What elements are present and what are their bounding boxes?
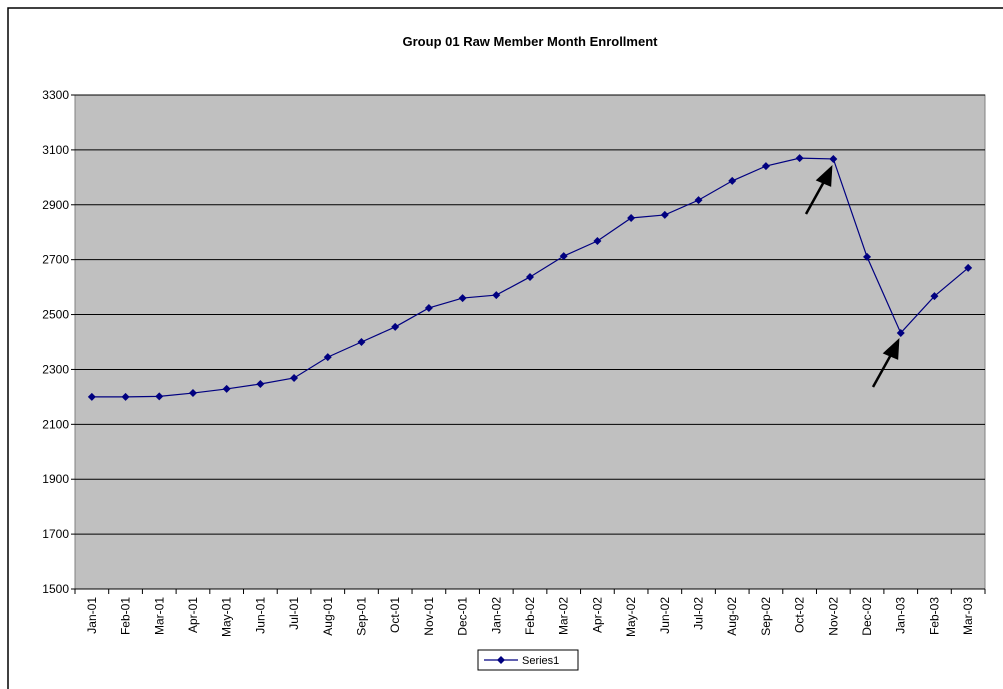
x-tick-label: Aug-02 [725,597,739,636]
marker [323,353,332,362]
x-tick-label: Sep-02 [759,597,773,636]
marker [660,210,669,219]
marker [290,373,299,382]
marker [222,384,231,393]
marker [121,392,130,401]
legend-label: Series1 [522,655,559,667]
marker [188,389,197,398]
x-tick-label: Jan-03 [894,597,908,634]
x-tick-label: Feb-03 [927,597,941,635]
y-tick-label: 1700 [42,527,69,541]
x-tick-label: Aug-01 [321,597,335,636]
marker [694,196,703,205]
y-tick-label: 3300 [42,88,69,102]
x-tick-label: Jun-01 [253,597,267,634]
annotation-arrows [804,164,900,388]
legend-box [477,649,579,671]
arrow-head [882,337,900,360]
marker [492,291,501,300]
x-tick-label: May-01 [220,597,234,637]
arrow-head [815,164,833,187]
x-tick-label: Dec-01 [456,597,470,636]
y-tick-label: 1500 [42,582,69,596]
x-tick-label: Jun-02 [658,597,672,634]
x-tick-label: Dec-02 [860,597,874,636]
x-tick-label: Feb-01 [119,597,133,635]
marker [593,237,602,246]
y-tick-label: 3100 [42,143,69,157]
y-tick-label: 2300 [42,362,69,376]
marker [559,252,568,261]
marker [795,154,804,163]
x-tick-label: Apr-02 [590,597,604,633]
marker [526,272,534,281]
x-tick-label: Mar-01 [152,597,166,635]
y-tick-label: 2500 [42,308,69,322]
marker [458,294,467,303]
y-tick-label: 2900 [42,198,69,212]
x-tick-label: Nov-01 [422,597,436,636]
marker [930,292,939,301]
x-tick-label: Jul-02 [692,597,706,630]
plot-area [74,94,986,590]
chart-title: Group 01 Raw Member Month Enrollment [403,34,659,49]
x-tick-label: Feb-02 [523,597,537,635]
marker [829,154,838,163]
marker [87,392,96,401]
y-tick-label: 2700 [42,253,69,267]
x-tick-label: Mar-03 [961,597,975,635]
x-tick-label: Oct-02 [793,597,807,633]
x-tick-label: Jan-02 [489,597,503,634]
x-tick-label: May-02 [624,597,638,637]
y-tick-label: 2100 [42,417,69,431]
x-tick-label: Oct-01 [388,597,402,633]
x-tick-label: Nov-02 [826,597,840,636]
marker [155,392,164,401]
marker [964,263,973,272]
x-tick-label: Jul-01 [287,597,301,630]
marker [728,176,737,185]
marker [863,252,872,261]
marker [761,162,770,171]
y-tick-label: 1900 [42,472,69,486]
x-tick-label: Mar-02 [557,597,571,635]
legend-marker [497,656,505,664]
marker [256,379,265,388]
marker [627,213,636,222]
x-tick-label: Jan-01 [85,597,99,634]
marker [424,303,433,312]
marker [896,328,905,337]
marker [391,322,400,331]
x-tick-label: Sep-01 [354,597,368,636]
x-tick-label: Apr-01 [186,597,200,633]
marker [357,338,366,346]
